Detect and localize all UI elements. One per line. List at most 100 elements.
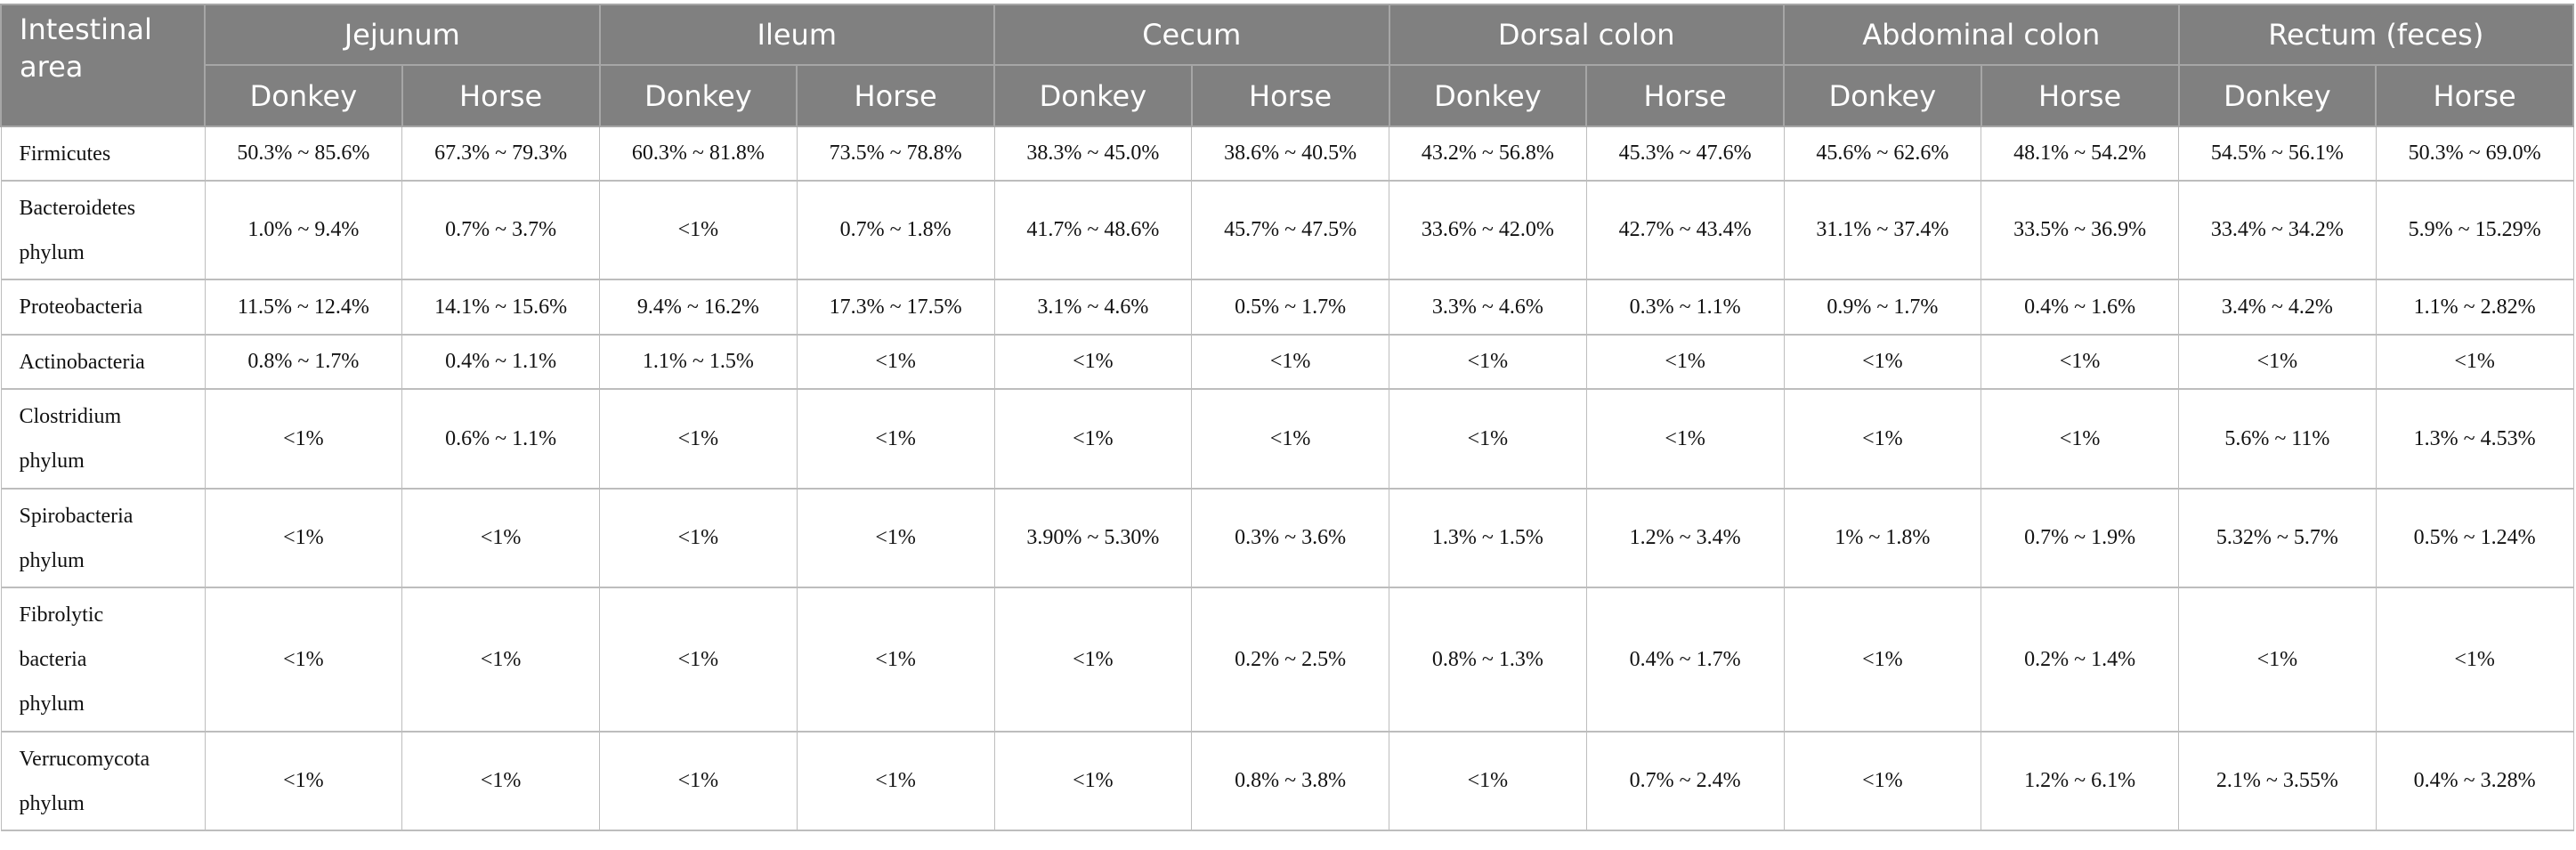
table-cell: <1%	[1389, 388, 1587, 490]
table-cell: 45.3% ~ 47.6%	[1585, 125, 1785, 182]
table-cell: 0.8% ~ 1.7%	[204, 334, 403, 390]
table-cell: 5.32% ~ 5.7%	[2178, 488, 2377, 588]
table-cell: 1.1% ~ 1.5%	[599, 334, 798, 390]
header-species: Donkey	[2177, 64, 2378, 127]
table-cell: <1%	[2178, 587, 2377, 733]
table-cell: <1%	[993, 587, 1193, 733]
table-cell: 0.8% ~ 3.8%	[1191, 731, 1389, 831]
table-row: Proteobacteria 11.5% ~ 12.4% 14.1% ~ 15.6%…	[0, 279, 2574, 336]
table-cell: 2.1% ~ 3.55%	[2178, 731, 2377, 831]
table-cell: <1%	[2375, 587, 2574, 733]
table-cell: 0.3% ~ 3.6%	[1191, 488, 1389, 588]
header-species: Donkey	[993, 64, 1193, 127]
table-cell: <1%	[599, 587, 798, 733]
table-cell: <1%	[401, 731, 600, 831]
table-cell: 33.6% ~ 42.0%	[1389, 180, 1587, 280]
table-cell: 0.3% ~ 1.1%	[1585, 279, 1785, 336]
table-cell: 0.7% ~ 1.8%	[796, 180, 995, 280]
table-cell: 31.1% ~ 37.4%	[1783, 180, 1982, 280]
table-cell: 42.7% ~ 43.4%	[1585, 180, 1785, 280]
header-species: Horse	[1585, 64, 1785, 127]
table-cell: <1%	[1783, 334, 1982, 390]
table-cell: 3.1% ~ 4.6%	[993, 279, 1193, 336]
table-cell: 0.2% ~ 1.4%	[1981, 587, 2179, 733]
header-corner: Intestinal area	[0, 4, 206, 127]
table-cell: <1%	[204, 488, 403, 588]
table-cell: 1.1% ~ 2.82%	[2375, 279, 2574, 336]
table-cell: <1%	[2178, 334, 2377, 390]
table-cell: <1%	[1783, 731, 1982, 831]
table-cell: <1%	[1191, 388, 1389, 490]
table-cell: <1%	[1783, 587, 1982, 733]
table-cell: 48.1% ~ 54.2%	[1981, 125, 2179, 182]
table-cell: <1%	[796, 488, 995, 588]
table-cell: <1%	[401, 587, 600, 733]
table-row: Bacteroidetes phylum 1.0% ~ 9.4% 0.7% ~ 3.…	[0, 180, 2574, 280]
table-cell: <1%	[401, 488, 600, 588]
table-cell: 1% ~ 1.8%	[1783, 488, 1982, 588]
table-cell: <1%	[1191, 334, 1389, 390]
table-cell: <1%	[993, 334, 1193, 390]
table-cell: 1.2% ~ 6.1%	[1981, 731, 2179, 831]
table-cell: 0.4% ~ 1.7%	[1585, 587, 1785, 733]
header-species: Horse	[1190, 64, 1390, 127]
table-cell: 38.3% ~ 45.0%	[993, 125, 1193, 182]
table-cell: 50.3% ~ 69.0%	[2375, 125, 2574, 182]
table-cell: <1%	[599, 488, 798, 588]
table-cell: <1%	[599, 180, 798, 280]
header-species: Horse	[796, 64, 995, 127]
table-cell: 1.0% ~ 9.4%	[204, 180, 403, 280]
table-row: Fibrolytic bacteria phylum <1% <1% <1% <1% <1…	[0, 587, 2574, 733]
table-row: Firmicutes 50.3% ~ 85.6% 67.3% ~ 79.3% 60.3…	[0, 125, 2574, 182]
header-species: Donkey	[598, 64, 798, 127]
table-cell: 0.5% ~ 1.7%	[1191, 279, 1389, 336]
table-cell: 0.7% ~ 1.9%	[1981, 488, 2179, 588]
table-cell: 38.6% ~ 40.5%	[1191, 125, 1389, 182]
table-row: Clostridium phylum <1% 0.6% ~ 1.1% <1% <1% <1…	[0, 388, 2574, 490]
table-cell: 17.3% ~ 17.5%	[796, 279, 995, 336]
table-cell: <1%	[1389, 731, 1587, 831]
header-area: Ileum	[598, 4, 995, 66]
header-species: Horse	[2375, 64, 2574, 127]
header-species: Horse	[1980, 64, 2180, 127]
row-label: Spirobacteria phylum	[0, 488, 206, 588]
header-species: Donkey	[1783, 64, 1982, 127]
table-cell: 33.4% ~ 34.2%	[2178, 180, 2377, 280]
abundance-table: Intestinal area Jejunum Ileum Cecum Dors…	[0, 4, 2574, 831]
table-cell: 0.2% ~ 2.5%	[1191, 587, 1389, 733]
table-cell: <1%	[796, 731, 995, 831]
table-cell: 43.2% ~ 56.8%	[1389, 125, 1587, 182]
table-cell: 45.7% ~ 47.5%	[1191, 180, 1389, 280]
table-cell: 60.3% ~ 81.8%	[599, 125, 798, 182]
table-cell: <1%	[993, 388, 1193, 490]
table-cell: 0.8% ~ 1.3%	[1389, 587, 1587, 733]
table-cell: <1%	[1981, 388, 2179, 490]
header-area: Jejunum	[204, 4, 601, 66]
table-cell: 67.3% ~ 79.3%	[401, 125, 600, 182]
table-cell: <1%	[993, 731, 1193, 831]
header-area: Dorsal colon	[1388, 4, 1785, 66]
table-cell: <1%	[796, 334, 995, 390]
table-cell: 1.2% ~ 3.4%	[1585, 488, 1785, 588]
table-cell: 1.3% ~ 4.53%	[2375, 388, 2574, 490]
table-cell: 73.5% ~ 78.8%	[796, 125, 995, 182]
table-cell: 1.3% ~ 1.5%	[1389, 488, 1587, 588]
table-cell: 50.3% ~ 85.6%	[204, 125, 403, 182]
table-cell: <1%	[1981, 334, 2179, 390]
table-cell: <1%	[2375, 334, 2574, 390]
table-cell: <1%	[599, 388, 798, 490]
header-area: Cecum	[993, 4, 1390, 66]
table-cell: 0.5% ~ 1.24%	[2375, 488, 2574, 588]
row-label: Firmicutes	[0, 125, 206, 182]
table-cell: 0.4% ~ 3.28%	[2375, 731, 2574, 831]
table-cell: 54.5% ~ 56.1%	[2178, 125, 2377, 182]
table-cell: 0.7% ~ 3.7%	[401, 180, 600, 280]
row-label: Bacteroidetes phylum	[0, 180, 206, 280]
row-label: Verrucomycota phylum	[0, 731, 206, 831]
table-cell: 0.4% ~ 1.6%	[1981, 279, 2179, 336]
header-area: Abdominal colon	[1783, 4, 2180, 66]
row-label: Actinobacteria	[0, 334, 206, 390]
table-cell: 5.6% ~ 11%	[2178, 388, 2377, 490]
table-cell: <1%	[796, 388, 995, 490]
table-cell: 33.5% ~ 36.9%	[1981, 180, 2179, 280]
